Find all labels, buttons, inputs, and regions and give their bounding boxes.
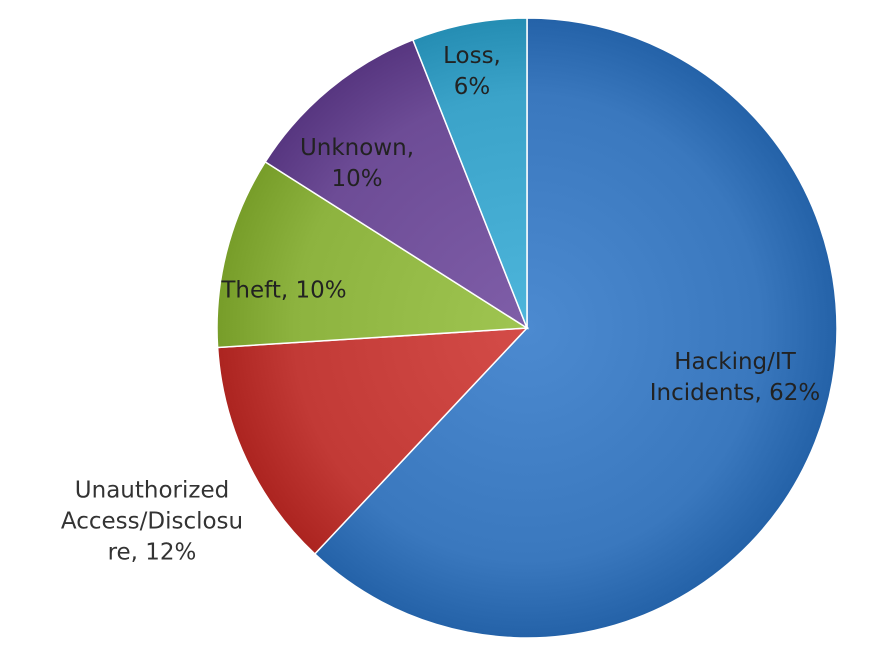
pie-slice-theft [216,160,530,349]
slice-label-hacking-it-incidents: Hacking/IT Incidents, 62% [650,349,820,406]
slice-label-line: re, 12% [108,540,197,566]
pie-slices [216,17,838,639]
slice-label-line: Loss, [443,43,501,69]
pie-slice-hacking-it-incidents [313,17,838,639]
slice-label-unknown: Unknown, 10% [300,135,414,192]
slice-label-line: 10% [331,166,382,192]
slice-label-theft: Theft, 10% [220,278,346,304]
slice-label-loss: Loss, 6% [443,43,501,100]
pie-slice-unknown [264,38,529,330]
slice-label-line: Access/Disclosu [61,509,243,535]
pie-slice-loss [411,17,528,329]
pie-slice-unauthorized-access-disclosure [216,327,529,556]
slice-label-line: Incidents, 62% [650,380,820,406]
slice-label-line: 6% [454,74,491,100]
slice-label-line: Theft, 10% [220,278,346,304]
slice-label-unauthorized-access-disclosure: Unauthorized Access/Disclosu re, 12% [61,478,243,566]
pie-labels: Hacking/IT Incidents, 62% Unauthorized Acce… [61,43,820,566]
slice-label-line: Unknown, [300,135,414,161]
slice-label-line: Hacking/IT [674,349,796,375]
slice-label-line: Unauthorized [75,478,229,504]
